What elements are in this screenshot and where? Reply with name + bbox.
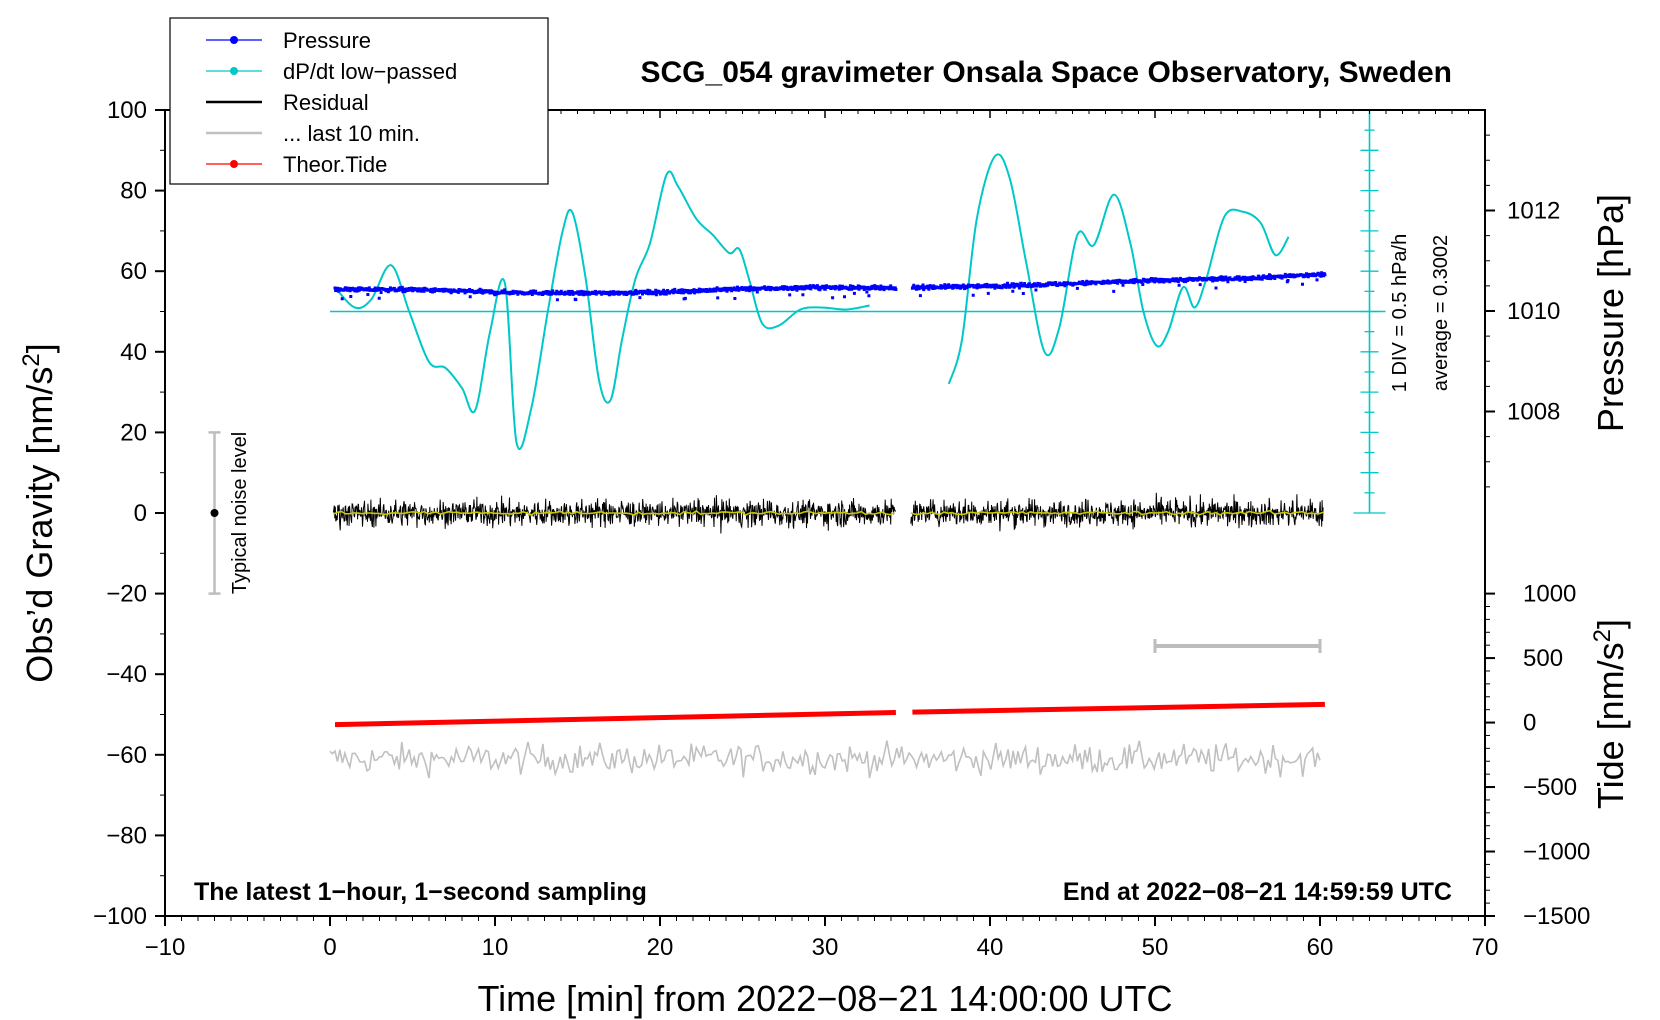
tide-tick-label: −500 [1523, 774, 1577, 801]
average-label: average = 0.3002 [1430, 235, 1452, 391]
series-last-10-min [329, 740, 1321, 779]
series-dpdt [947, 153, 1290, 385]
tide-tick-label: −1500 [1523, 903, 1590, 930]
tide-tick-label: 0 [1523, 710, 1536, 737]
y-tick-label: −20 [106, 581, 147, 608]
pressure-tick-label: 1010 [1507, 298, 1560, 325]
y-tick-label: 0 [134, 500, 147, 527]
legend-swatch-marker [230, 67, 238, 75]
y-tick-label: 100 [107, 97, 147, 124]
x-tick-label: 10 [482, 934, 509, 961]
tide-tick-label: 1000 [1523, 581, 1576, 608]
y-tick-label: 40 [120, 339, 147, 366]
legend-label: dP/dt low−passed [283, 59, 457, 84]
series-pressure [910, 271, 1327, 298]
legend-entry: Theor.Tide [206, 152, 387, 177]
series-residual [910, 492, 1324, 532]
series-theor-tide [334, 710, 896, 728]
series-residual-smoothed [910, 509, 1324, 516]
x-axis-label: Time [min] from 2022−08−21 14:00:00 UTC [477, 978, 1172, 1019]
y-tick-label: −80 [106, 822, 147, 849]
y-tick-label: −40 [106, 661, 147, 688]
pressure-axis-label: Pressure [hPa] [1590, 194, 1631, 432]
y-tick-label: −60 [106, 742, 147, 769]
y-axis-label: Obs’d Gravity [nm/s2] [18, 343, 60, 682]
x-tick-label: 70 [1472, 934, 1499, 961]
footer-left: The latest 1−hour, 1−second sampling [194, 878, 647, 906]
noise-level-label: Typical noise level [229, 432, 251, 594]
div-label: 1 DIV = 0.5 hPa/h [1389, 234, 1411, 392]
series-theor-tide [912, 701, 1325, 715]
x-tick-label: 50 [1142, 934, 1169, 961]
plot-content [208, 109, 1386, 779]
pressure-tick-label: 1012 [1507, 197, 1560, 224]
x-tick-label: 40 [977, 934, 1004, 961]
x-tick-label: 20 [647, 934, 674, 961]
legend-label: ... last 10 min. [283, 121, 420, 146]
legend-entry: Residual [206, 90, 369, 115]
series-residual [332, 495, 897, 534]
noise-bar-dot [210, 509, 219, 517]
y-tick-label: 60 [120, 258, 147, 285]
y-tick-label: 20 [120, 419, 147, 446]
legend-swatch-marker [230, 36, 238, 44]
series-pressure [333, 284, 898, 302]
x-tick-label: −10 [145, 934, 186, 961]
y-tick-label: −100 [93, 903, 147, 930]
y-tick-label: 80 [120, 178, 147, 205]
x-tick-label: 60 [1307, 934, 1334, 961]
tide-tick-label: 500 [1523, 645, 1563, 672]
legend-entry: ... last 10 min. [206, 121, 420, 146]
chart-title: SCG_054 gravimeter Onsala Space Observat… [641, 56, 1453, 89]
tide-axis-label: Tide [nm/s2] [1589, 619, 1631, 809]
legend-entry: dP/dt low−passed [206, 59, 457, 84]
series-residual-smoothed [332, 509, 895, 517]
legend: Pressure dP/dt low−passed Residual ... last… [169, 17, 549, 185]
legend-label: Residual [283, 90, 369, 115]
x-tick-label: 30 [812, 934, 839, 961]
ten-minute-bar [1153, 638, 1322, 653]
legend-entry: Pressure [206, 28, 371, 53]
x-tick-label: 0 [323, 934, 336, 961]
footer-right: End at 2022−08−21 14:59:59 UTC [1063, 878, 1452, 906]
series-dpdt [334, 170, 870, 451]
pressure-tick-label: 1008 [1507, 398, 1560, 425]
legend-label: Pressure [283, 28, 371, 53]
legend-label: Theor.Tide [283, 152, 387, 177]
axis-ticks: −10 0 10 20 30 40 50 60 70−100−80−60−40−20020406… [93, 97, 1590, 961]
legend-swatch-marker [230, 160, 238, 168]
noise-level-bar [208, 431, 221, 595]
tide-tick-label: −1000 [1523, 839, 1590, 866]
